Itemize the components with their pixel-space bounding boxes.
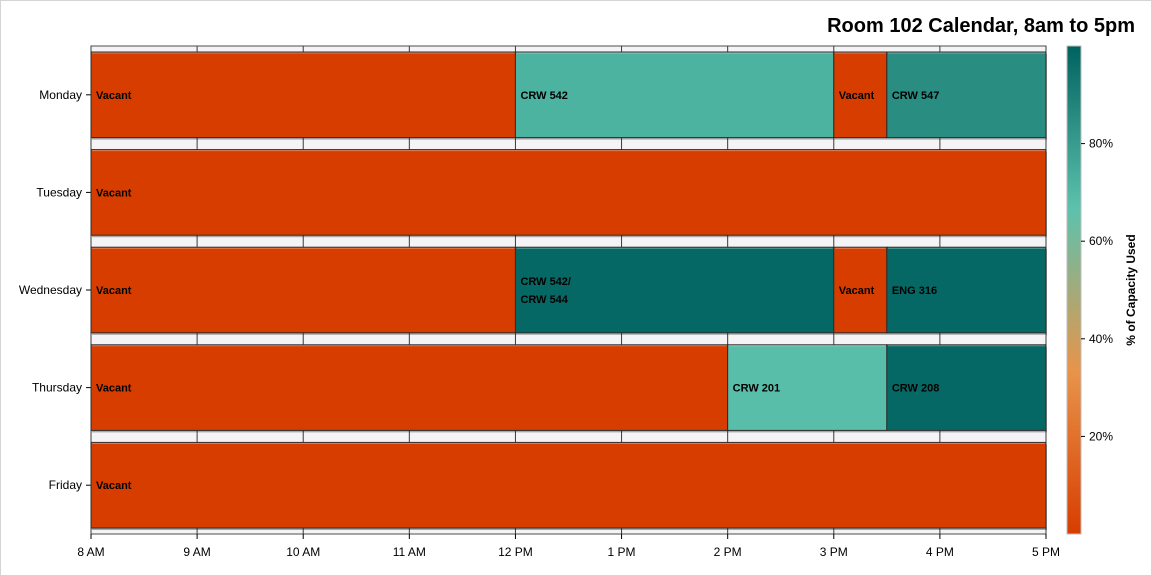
bar-segment <box>886 246 1047 334</box>
bar-segment <box>90 441 1047 529</box>
bar-segment <box>90 344 729 431</box>
y-tick-label: Monday <box>39 88 82 102</box>
bar-label: Vacant <box>839 285 875 297</box>
x-tick-label: 10 AM <box>286 545 320 559</box>
bar-label: CRW 201 <box>733 383 780 395</box>
x-tick-label: 9 AM <box>183 545 210 559</box>
x-tick-label: 1 PM <box>608 545 636 559</box>
x-tick-label: 12 PM <box>498 545 533 559</box>
y-tick-label: Thursday <box>32 381 82 395</box>
colorbar <box>1066 45 1082 535</box>
bar-segment <box>90 149 1047 236</box>
bar-label: Vacant <box>96 480 132 492</box>
y-tick-label: Wednesday <box>19 283 82 297</box>
bar-label: ENG 316 <box>892 285 937 297</box>
bar-segment <box>886 344 1047 431</box>
colorbar-tick-label: 80% <box>1089 137 1113 151</box>
bar-label: Vacant <box>839 90 875 102</box>
x-tick-label: 11 AM <box>393 545 426 559</box>
bar-label: CRW 547 <box>892 90 939 102</box>
bar-label: CRW 542 <box>520 90 567 102</box>
bar-label: CRW 208 <box>892 383 939 395</box>
chart-title: Room 102 Calendar, 8am to 5pm <box>827 15 1135 37</box>
colorbar-tick-label: 40% <box>1089 332 1113 346</box>
bar-segment <box>514 246 835 334</box>
x-tick-label: 4 PM <box>926 545 954 559</box>
x-tick-label: 5 PM <box>1032 545 1060 559</box>
bar-segment <box>727 344 888 431</box>
colorbar-tick-label: 60% <box>1089 234 1113 248</box>
x-tick-label: 8 AM <box>77 545 104 559</box>
colorbar-tick-label: 20% <box>1089 429 1113 443</box>
colorbar-title: % of Capacity Used <box>1124 234 1138 345</box>
bar-label: CRW 544 <box>520 294 568 306</box>
bar-segment <box>90 51 516 139</box>
bar-label: Vacant <box>96 187 132 199</box>
bar-label: Vacant <box>96 285 132 297</box>
y-tick-label: Tuesday <box>36 185 82 199</box>
bar-segment <box>90 246 516 334</box>
bar-segment <box>833 51 888 139</box>
bar-label: Vacant <box>96 90 132 102</box>
bar-segment <box>514 51 835 139</box>
bar-segment <box>886 51 1047 139</box>
x-tick-label: 2 PM <box>714 545 742 559</box>
x-tick-label: 3 PM <box>820 545 848 559</box>
bar-label: CRW 542/ <box>520 276 571 288</box>
y-tick-label: Friday <box>49 478 82 492</box>
bar-label: Vacant <box>96 383 132 395</box>
bar-segment <box>833 246 888 334</box>
